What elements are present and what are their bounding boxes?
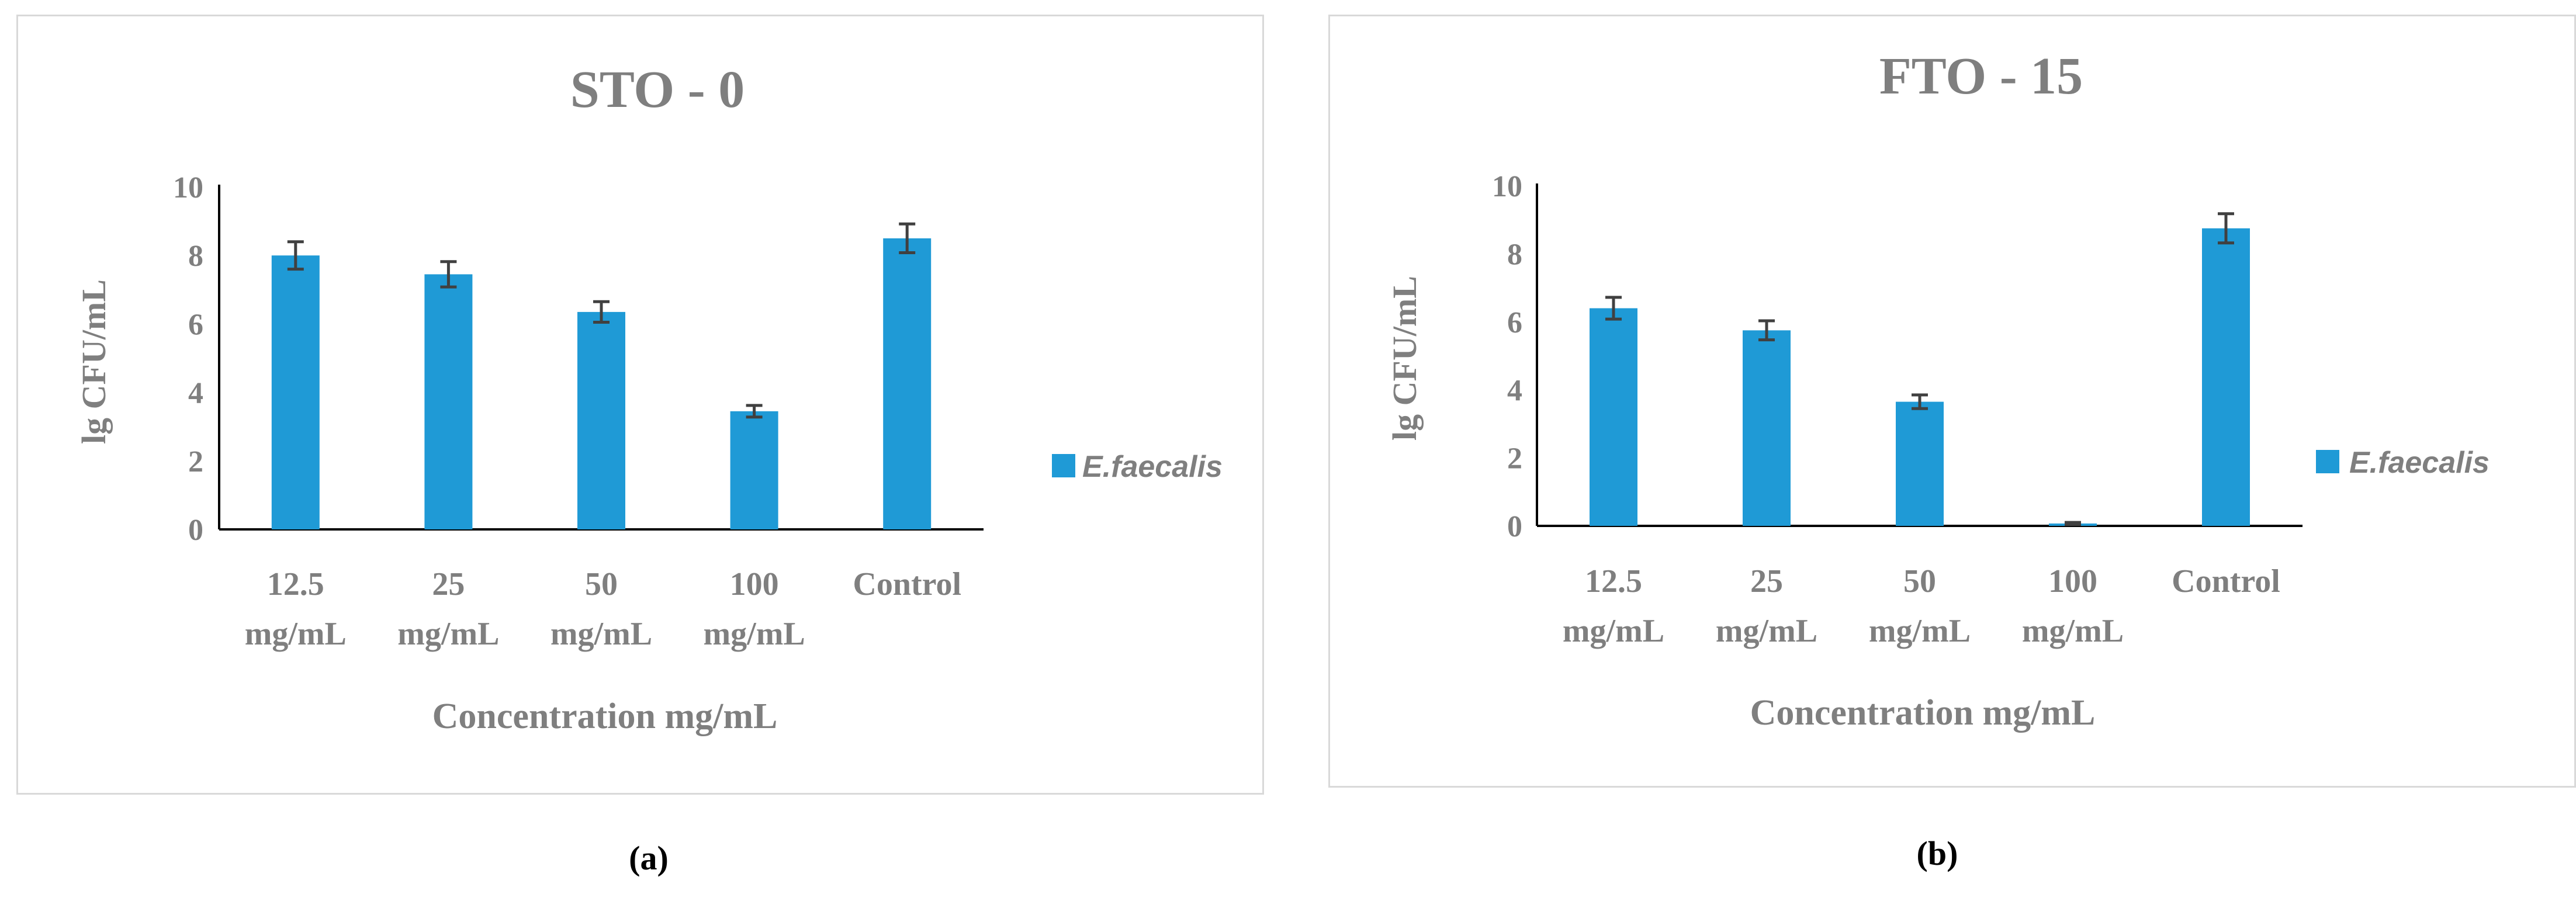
x-tick-label-b-2: 50 <box>1903 563 1936 599</box>
legend-label-b: E.faecalis <box>2349 446 2490 480</box>
x-tick-label-b-1: 25 <box>1750 563 1783 599</box>
x-tick-label-b-2: mg/mL <box>1869 613 1971 649</box>
x-axis-label-b: Concentration mg/mL <box>1750 693 2096 733</box>
legend-label-a: E.faecalis <box>1082 450 1223 484</box>
y-tick-label-b: 2 <box>1507 442 1522 476</box>
y-tick-label-b: 0 <box>1507 510 1522 543</box>
y-tick-label-a: 6 <box>188 308 203 341</box>
y-axis-label-a: lg CFU/mL <box>75 279 113 444</box>
x-tick-label-a-1: 25 <box>432 566 465 602</box>
x-tick-label-a-0: mg/mL <box>245 616 347 652</box>
bar-b-2 <box>1896 401 1944 526</box>
y-tick-label-b: 8 <box>1507 238 1522 271</box>
y-tick-label-a: 10 <box>173 171 203 205</box>
y-tick-label-a: 2 <box>188 445 203 479</box>
bar-a-3 <box>730 411 778 529</box>
x-tick-label-b-1: mg/mL <box>1716 613 1817 649</box>
caption-a: (a) <box>629 839 669 877</box>
x-tick-label-b-0: 12.5 <box>1585 563 1642 599</box>
x-tick-label-a-3: mg/mL <box>703 616 805 652</box>
y-tick-label-b: 4 <box>1507 374 1522 407</box>
chart-panel-a <box>16 15 1264 795</box>
y-tick-label-a: 0 <box>188 514 203 547</box>
y-tick-label-a: 8 <box>188 240 203 273</box>
bar-b-4 <box>2202 228 2250 526</box>
legend-swatch-a <box>1052 454 1075 477</box>
x-tick-label-b-0: mg/mL <box>1563 613 1664 649</box>
bar-b-0 <box>1590 308 1637 526</box>
chart-title-b: FTO - 15 <box>1879 47 2083 105</box>
y-axis-label-b: lg CFU/mL <box>1386 276 1424 441</box>
x-tick-label-a-2: 50 <box>585 566 618 602</box>
bar-a-4 <box>883 238 932 529</box>
x-tick-label-a-1: mg/mL <box>397 616 499 652</box>
y-tick-label-a: 4 <box>188 377 203 410</box>
legend-swatch-b <box>2316 450 2339 473</box>
x-tick-label-b-4: Control <box>2172 563 2280 599</box>
bar-a-2 <box>577 311 625 529</box>
chart-title-a: STO - 0 <box>570 61 745 119</box>
x-tick-label-b-3: 100 <box>2048 563 2097 599</box>
x-tick-label-a-4: Control <box>853 566 961 602</box>
x-tick-label-a-0: 12.5 <box>267 566 324 602</box>
bar-b-1 <box>1743 330 1791 526</box>
x-axis-label-a: Concentration mg/mL <box>432 696 778 736</box>
x-tick-label-a-2: mg/mL <box>550 616 652 652</box>
bar-a-0 <box>271 255 320 529</box>
y-tick-label-b: 10 <box>1492 170 1522 203</box>
x-tick-label-a-3: 100 <box>730 566 779 602</box>
y-tick-label-b: 6 <box>1507 306 1522 339</box>
bar-a-1 <box>424 274 473 529</box>
x-tick-label-b-3: mg/mL <box>2022 613 2124 649</box>
caption-b: (b) <box>1916 834 1958 872</box>
